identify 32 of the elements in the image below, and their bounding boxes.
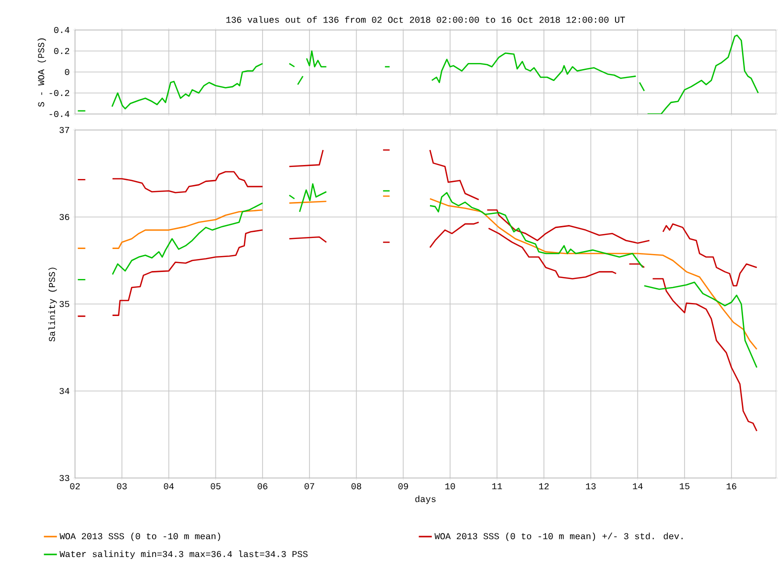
- x-tick-label: 15: [680, 483, 690, 490]
- x-tick-label: 02: [70, 483, 80, 490]
- y-tick-label: 33: [60, 474, 70, 482]
- y-tick-label: 37: [60, 126, 70, 134]
- x-axis-title: days: [415, 496, 436, 504]
- x-tick-label: 08: [351, 483, 362, 490]
- x-tick-label: 16: [726, 483, 736, 490]
- x-tick-label: 04: [164, 483, 174, 490]
- y-tick-label: -0.2: [50, 90, 70, 96]
- y-axis-title: Salinity (PSS): [48, 268, 57, 342]
- chart-title: 136 values out of 136 from 02 Oct 2018 02:00:00 to 16 Oct 2018 12:00:00 UT: [226, 16, 625, 23]
- x-tick-label: 05: [210, 483, 220, 490]
- y-tick-label: 35: [60, 300, 70, 308]
- x-tick-label: 13: [586, 483, 596, 490]
- x-tick-label: 07: [304, 483, 314, 490]
- y-axis-title: S - WOA (PSS): [38, 38, 46, 107]
- y-tick-label: 0.2: [54, 48, 70, 54]
- x-tick-label: 09: [398, 483, 408, 490]
- x-tick-label: 14: [632, 483, 643, 490]
- legend-label: WOA 2013 SSS (0 to -10 m mean) +/- 3 std. dev.: [434, 532, 683, 542]
- y-tick-label: 36: [60, 214, 70, 220]
- y-tick-label: 0.4: [54, 26, 70, 34]
- x-tick-label: 03: [117, 483, 127, 490]
- legend-label: WOA 2013 SSS (0 to -10 m mean): [60, 532, 220, 542]
- legend-label: Water salinity min=34.3 max=36.4 last=34.3 PSS: [60, 550, 308, 559]
- x-tick-label: 12: [539, 483, 549, 490]
- x-tick-label: 06: [258, 483, 268, 490]
- x-tick-label: 11: [492, 483, 502, 490]
- x-tick-label: 10: [445, 483, 455, 490]
- y-tick-label: 0: [64, 68, 70, 76]
- y-tick-label: 34: [60, 388, 70, 394]
- y-tick-label: -0.4: [50, 110, 70, 118]
